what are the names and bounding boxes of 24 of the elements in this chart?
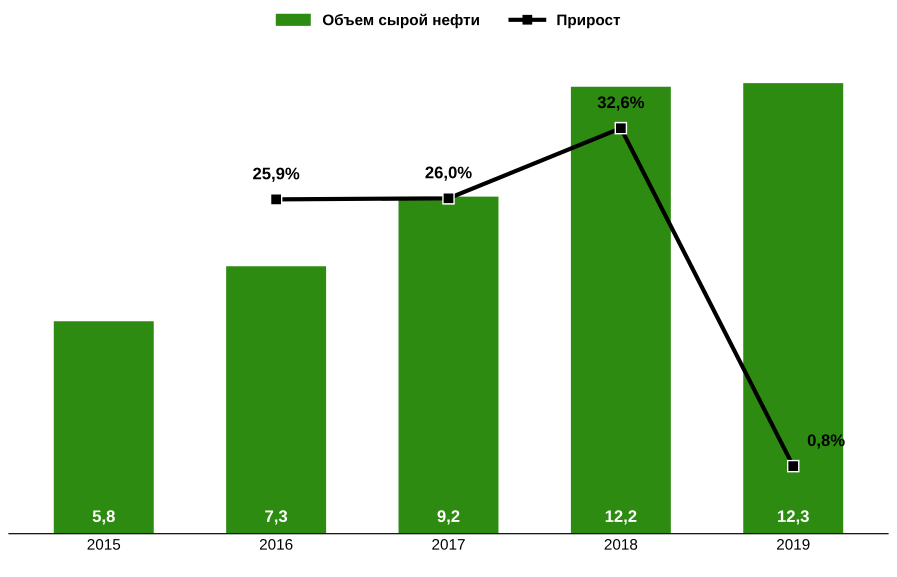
x-tick-label: 2015: [88, 538, 120, 550]
point: [614, 122, 628, 134]
data-label: 5,8: [92, 510, 115, 525]
data-label: 25,9%: [253, 168, 300, 182]
x-tick-label: 2019: [777, 538, 810, 550]
data-label: 9,2: [437, 510, 460, 525]
legend-label: Объем сырой нефти: [322, 14, 479, 28]
data-label: 7,3: [265, 510, 288, 525]
bar: [54, 321, 154, 534]
data-label: 12,3: [778, 510, 809, 525]
legend-label: Прирост: [557, 14, 620, 28]
bar: [226, 266, 326, 534]
bar: [743, 83, 844, 534]
data-label: 12,2: [606, 510, 636, 525]
point: [270, 193, 282, 206]
data-label: 32,6%: [598, 96, 644, 111]
bar: [570, 86, 671, 534]
point: [442, 192, 455, 205]
data-label: 26,0%: [425, 166, 472, 181]
bar: [398, 196, 498, 534]
x-tick-label: 2018: [604, 538, 638, 550]
x-tick-label: 2017: [432, 538, 465, 550]
point: [786, 460, 800, 472]
x-tick-label: 2016: [260, 538, 292, 550]
